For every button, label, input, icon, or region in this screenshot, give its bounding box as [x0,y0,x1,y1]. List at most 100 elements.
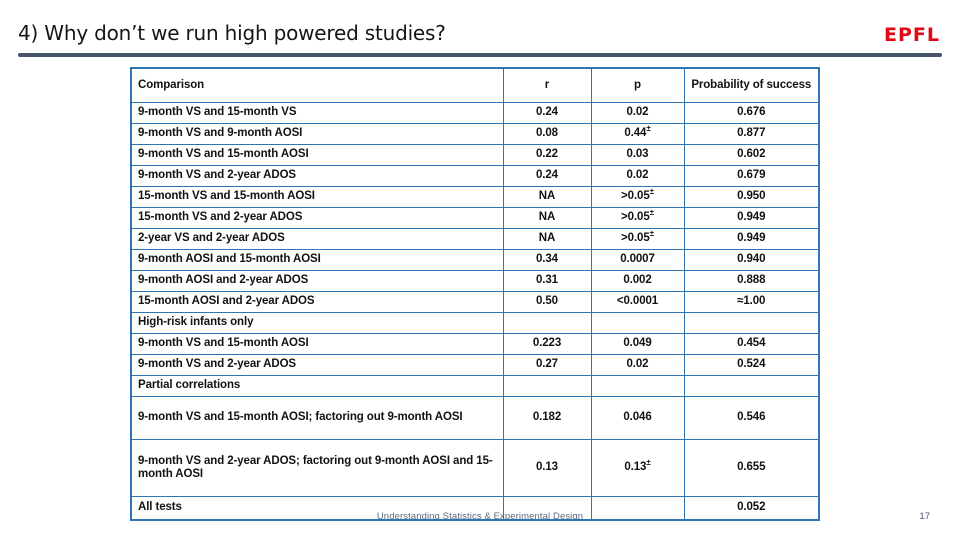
cell-probability: 0.940 [683,249,820,271]
table-body: 9-month VS and 15-month VS 0.24 0.02 0.676 9… [130,102,820,521]
p-footnote-marker: ± [649,208,654,218]
cell-probability [683,375,820,397]
cell-comparison: 9-month VS and 15-month AOSI [130,144,504,166]
cell-comparison: 9-month VS and 2-year ADOS [130,354,504,376]
footer-text: Understanding Statistics & Experimental … [376,511,584,522]
cell-p [590,496,685,521]
cell-p: 0.002 [590,270,685,292]
table-row: 15-month AOSI and 2-year ADOS 0.50 <0.0001… [130,291,820,313]
section-row: Partial correlations [130,375,820,397]
cell-r [502,496,592,521]
cell-p: 0.13± [590,439,685,497]
p-footnote-marker: ± [646,124,651,134]
cell-probability: 0.052 [683,496,820,521]
cell-p: 0.02 [590,102,685,124]
cell-r: 0.22 [502,144,592,166]
table-row: 9-month AOSI and 2-year ADOS 0.31 0.002 0.8… [130,270,820,292]
epfl-logo: EPFL [884,24,940,46]
cell-probability [683,312,820,334]
section-row: High-risk infants only [130,312,820,334]
table-row: All tests 0.052 [130,496,820,521]
cell-comparison: 9-month VS and 15-month VS [130,102,504,124]
cell-r: 0.31 [502,270,592,292]
cell-r: 0.24 [502,165,592,187]
cell-r: 0.08 [502,123,592,145]
cell-probability: 0.877 [683,123,820,145]
cell-comparison: 9-month VS and 2-year ADOS [130,165,504,187]
cell-p: 0.02 [590,354,685,376]
cell-r: NA [502,207,592,229]
cell-r [502,312,592,334]
table-row: 9-month VS and 9-month AOSI 0.08 0.44± 0.87… [130,123,820,145]
cell-r [502,375,592,397]
cell-r: 0.182 [502,396,592,440]
cell-r: NA [502,228,592,250]
table-row: 2-year VS and 2-year ADOS NA >0.05± 0.949 [130,228,820,250]
cell-r: 0.223 [502,333,592,355]
cell-comparison: 9-month VS and 9-month AOSI [130,123,504,145]
cell-probability: 0.888 [683,270,820,292]
cell-r: 0.27 [502,354,592,376]
table-header: Comparison r p Probability of success [130,67,820,103]
cell-probability: 0.524 [683,354,820,376]
cell-r: 0.50 [502,291,592,313]
cell-p: 0.03 [590,144,685,166]
header-row: Comparison r p Probability of success [130,67,820,103]
cell-comparison: 9-month VS and 2-year ADOS; factoring ou… [130,439,504,497]
cell-probability: 0.454 [683,333,820,355]
cell-comparison: 9-month VS and 15-month AOSI; factoring … [130,396,504,440]
cell-p: 0.046 [590,396,685,440]
cell-r: 0.24 [502,102,592,124]
col-header-probability: Probability of success [683,67,820,103]
col-header-r: r [502,67,592,103]
cell-p: <0.0001 [590,291,685,313]
p-footnote-marker: ± [649,229,654,239]
title-underline [18,53,942,57]
page-title: 4) Why don’t we run high powered studies… [18,21,446,45]
page-number: 17 [919,511,930,522]
cell-p: >0.05± [590,207,685,229]
cell-r: NA [502,186,592,208]
cell-p: 0.049 [590,333,685,355]
cell-probability: 0.950 [683,186,820,208]
cell-p: 0.02 [590,165,685,187]
cell-p [590,375,685,397]
p-footnote-marker: ± [646,458,651,468]
cell-comparison: All tests [130,496,504,521]
cell-comparison: 15-month VS and 15-month AOSI [130,186,504,208]
col-header-comparison: Comparison [130,67,504,103]
cell-probability: 0.949 [683,228,820,250]
cell-probability: ≈1.00 [683,291,820,313]
cell-comparison: High-risk infants only [130,312,504,334]
cell-comparison: Partial correlations [130,375,504,397]
results-table: Comparison r p Probability of success 9-… [130,67,820,521]
cell-comparison: 2-year VS and 2-year ADOS [130,228,504,250]
cell-r: 0.13 [502,439,592,497]
cell-p: >0.05± [590,186,685,208]
cell-comparison: 9-month AOSI and 2-year ADOS [130,270,504,292]
cell-p: >0.05± [590,228,685,250]
table-row: 9-month VS and 15-month VS 0.24 0.02 0.676 [130,102,820,124]
table-row: 9-month AOSI and 15-month AOSI 0.34 0.0007… [130,249,820,271]
table-row: 15-month VS and 15-month AOSI NA >0.05± 0.9… [130,186,820,208]
cell-probability: 0.679 [683,165,820,187]
cell-probability: 0.655 [683,439,820,497]
cell-probability: 0.949 [683,207,820,229]
table-row: 9-month VS and 15-month AOSI; factoring … [130,396,820,440]
p-footnote-marker: ± [649,187,654,197]
col-header-p: p [590,67,685,103]
cell-probability: 0.602 [683,144,820,166]
cell-comparison: 15-month AOSI and 2-year ADOS [130,291,504,313]
cell-p: 0.44± [590,123,685,145]
table-row: 15-month VS and 2-year ADOS NA >0.05± 0.949 [130,207,820,229]
cell-p [590,312,685,334]
cell-r: 0.34 [502,249,592,271]
table-row: 9-month VS and 2-year ADOS 0.27 0.02 0.524 [130,354,820,376]
table-row: 9-month VS and 2-year ADOS 0.24 0.02 0.679 [130,165,820,187]
table-row: 9-month VS and 15-month AOSI 0.223 0.049 0.… [130,333,820,355]
cell-comparison: 9-month VS and 15-month AOSI [130,333,504,355]
cell-probability: 0.546 [683,396,820,440]
cell-p: 0.0007 [590,249,685,271]
cell-comparison: 15-month VS and 2-year ADOS [130,207,504,229]
